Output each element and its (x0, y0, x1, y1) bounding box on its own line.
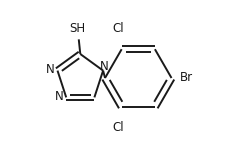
Text: N: N (54, 90, 63, 103)
Text: Br: Br (180, 71, 193, 85)
Text: N: N (100, 60, 108, 73)
Text: Cl: Cl (112, 121, 124, 134)
Text: N: N (46, 63, 54, 76)
Text: SH: SH (69, 22, 85, 35)
Text: Cl: Cl (112, 22, 124, 35)
